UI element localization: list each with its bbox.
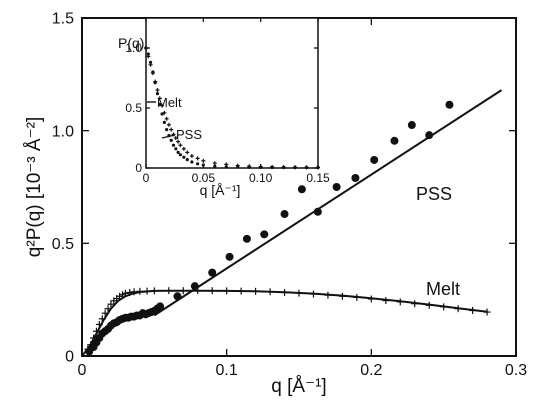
pss-point [146, 52, 150, 56]
pss-point [196, 162, 200, 166]
pss-point [242, 234, 251, 243]
melt-point [185, 150, 190, 155]
y-tick-label: 0.5 [52, 236, 74, 253]
pss-point [224, 165, 228, 169]
inset-series [144, 46, 320, 170]
y-tick-label: 0.5 [125, 101, 142, 115]
pss-point [190, 160, 194, 164]
pss-point [332, 183, 341, 191]
pss-point [236, 165, 240, 169]
inset-tick-labels: 0 0.05 0.10 0.15 0 0.5 1.0 [125, 41, 330, 185]
x-tick-label: 0.2 [360, 362, 382, 379]
pss-point [201, 163, 205, 167]
main-tick-labels: 0 0.1 0.2 0.3 0 0.5 1.0 1.5 [52, 11, 527, 379]
pss-point [293, 166, 297, 170]
melt-point [212, 161, 217, 166]
y-tick-label: 1.0 [125, 41, 142, 55]
pss-point [351, 173, 360, 182]
x-tick-label: 0 [78, 362, 87, 379]
x-tick-label: 0.15 [306, 171, 330, 185]
y-tick-label: 0 [65, 349, 74, 366]
melt-fit-line [81, 289, 488, 357]
pss-point [208, 268, 217, 277]
pss-point [445, 100, 454, 109]
inset-annotation-pss: PSS [176, 127, 202, 142]
pss-point [156, 302, 165, 311]
melt-point [155, 88, 160, 92]
pss-point [176, 150, 180, 154]
pss-point [158, 102, 162, 106]
annotation-melt: Melt [426, 279, 460, 299]
melt-point [166, 122, 171, 127]
y-tick-label: 1.0 [52, 123, 74, 140]
inset-annotation-melt: Melt [157, 95, 182, 110]
pss-point [390, 136, 399, 145]
melt-point [164, 116, 169, 121]
pss-point [247, 165, 251, 169]
pss-point [144, 46, 148, 50]
x-tick-label: 0.10 [249, 171, 273, 185]
x-tick-label: 0 [143, 171, 150, 185]
melt-point [169, 127, 174, 132]
pss-point [185, 158, 189, 162]
inset-y-axis-label: P(q) [118, 35, 144, 51]
melt-point [157, 96, 162, 101]
main-series [81, 89, 503, 357]
melt-point [195, 156, 200, 161]
pss-point [270, 165, 274, 170]
pss-point [169, 138, 173, 142]
pss-point [153, 81, 157, 85]
pss-point [304, 166, 309, 170]
pss-point [182, 155, 186, 159]
pss-point [259, 165, 263, 169]
inset-x-axis-label: q [Å⁻¹] [200, 182, 241, 198]
pss-point [174, 147, 178, 151]
pss-point [260, 230, 269, 239]
pss-point [225, 252, 234, 261]
x-tick-label: 0.05 [192, 171, 216, 185]
pss-point [155, 92, 160, 96]
main-y-axis-label: q²P(q) [10⁻³ Å⁻²] [24, 117, 45, 257]
pss-point [151, 70, 155, 74]
annotation-pss: PSS [416, 184, 452, 204]
main-x-axis-label: q [Å⁻¹] [271, 376, 326, 397]
melt-point [181, 146, 186, 151]
inset-pss-arrow [161, 134, 176, 139]
y-tick-label: 0 [135, 161, 142, 175]
x-tick-label: 0.3 [505, 362, 527, 379]
pss-point [407, 121, 416, 130]
y-tick-label: 1.5 [52, 11, 74, 28]
pss-point [178, 153, 182, 157]
melt-point [189, 154, 194, 158]
x-tick-label: 0.1 [216, 362, 238, 379]
pss-point [282, 165, 286, 170]
pss-point [160, 112, 164, 116]
pss-point [171, 143, 176, 147]
melt-point [178, 143, 183, 148]
melt-point [173, 136, 178, 140]
pss-point [162, 120, 166, 124]
inset-plot-frame [145, 17, 319, 169]
pss-point [316, 166, 320, 170]
pss-point [165, 128, 169, 132]
pss-point [370, 155, 379, 164]
melt-point [176, 139, 181, 144]
pss-point [297, 185, 306, 194]
melt-point [201, 158, 206, 163]
pss-point [280, 210, 289, 219]
pss-point [148, 60, 153, 64]
pss-point [213, 164, 217, 168]
pss-fit-line [153, 89, 503, 317]
